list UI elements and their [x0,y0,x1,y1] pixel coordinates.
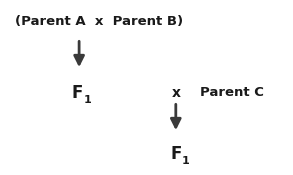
Text: F: F [72,84,83,102]
Text: x: x [171,86,180,100]
Text: (Parent A  x  Parent B): (Parent A x Parent B) [15,15,183,27]
Text: 1: 1 [182,156,189,166]
Text: Parent C: Parent C [200,86,263,99]
Text: F: F [170,145,181,163]
Text: 1: 1 [84,95,91,105]
